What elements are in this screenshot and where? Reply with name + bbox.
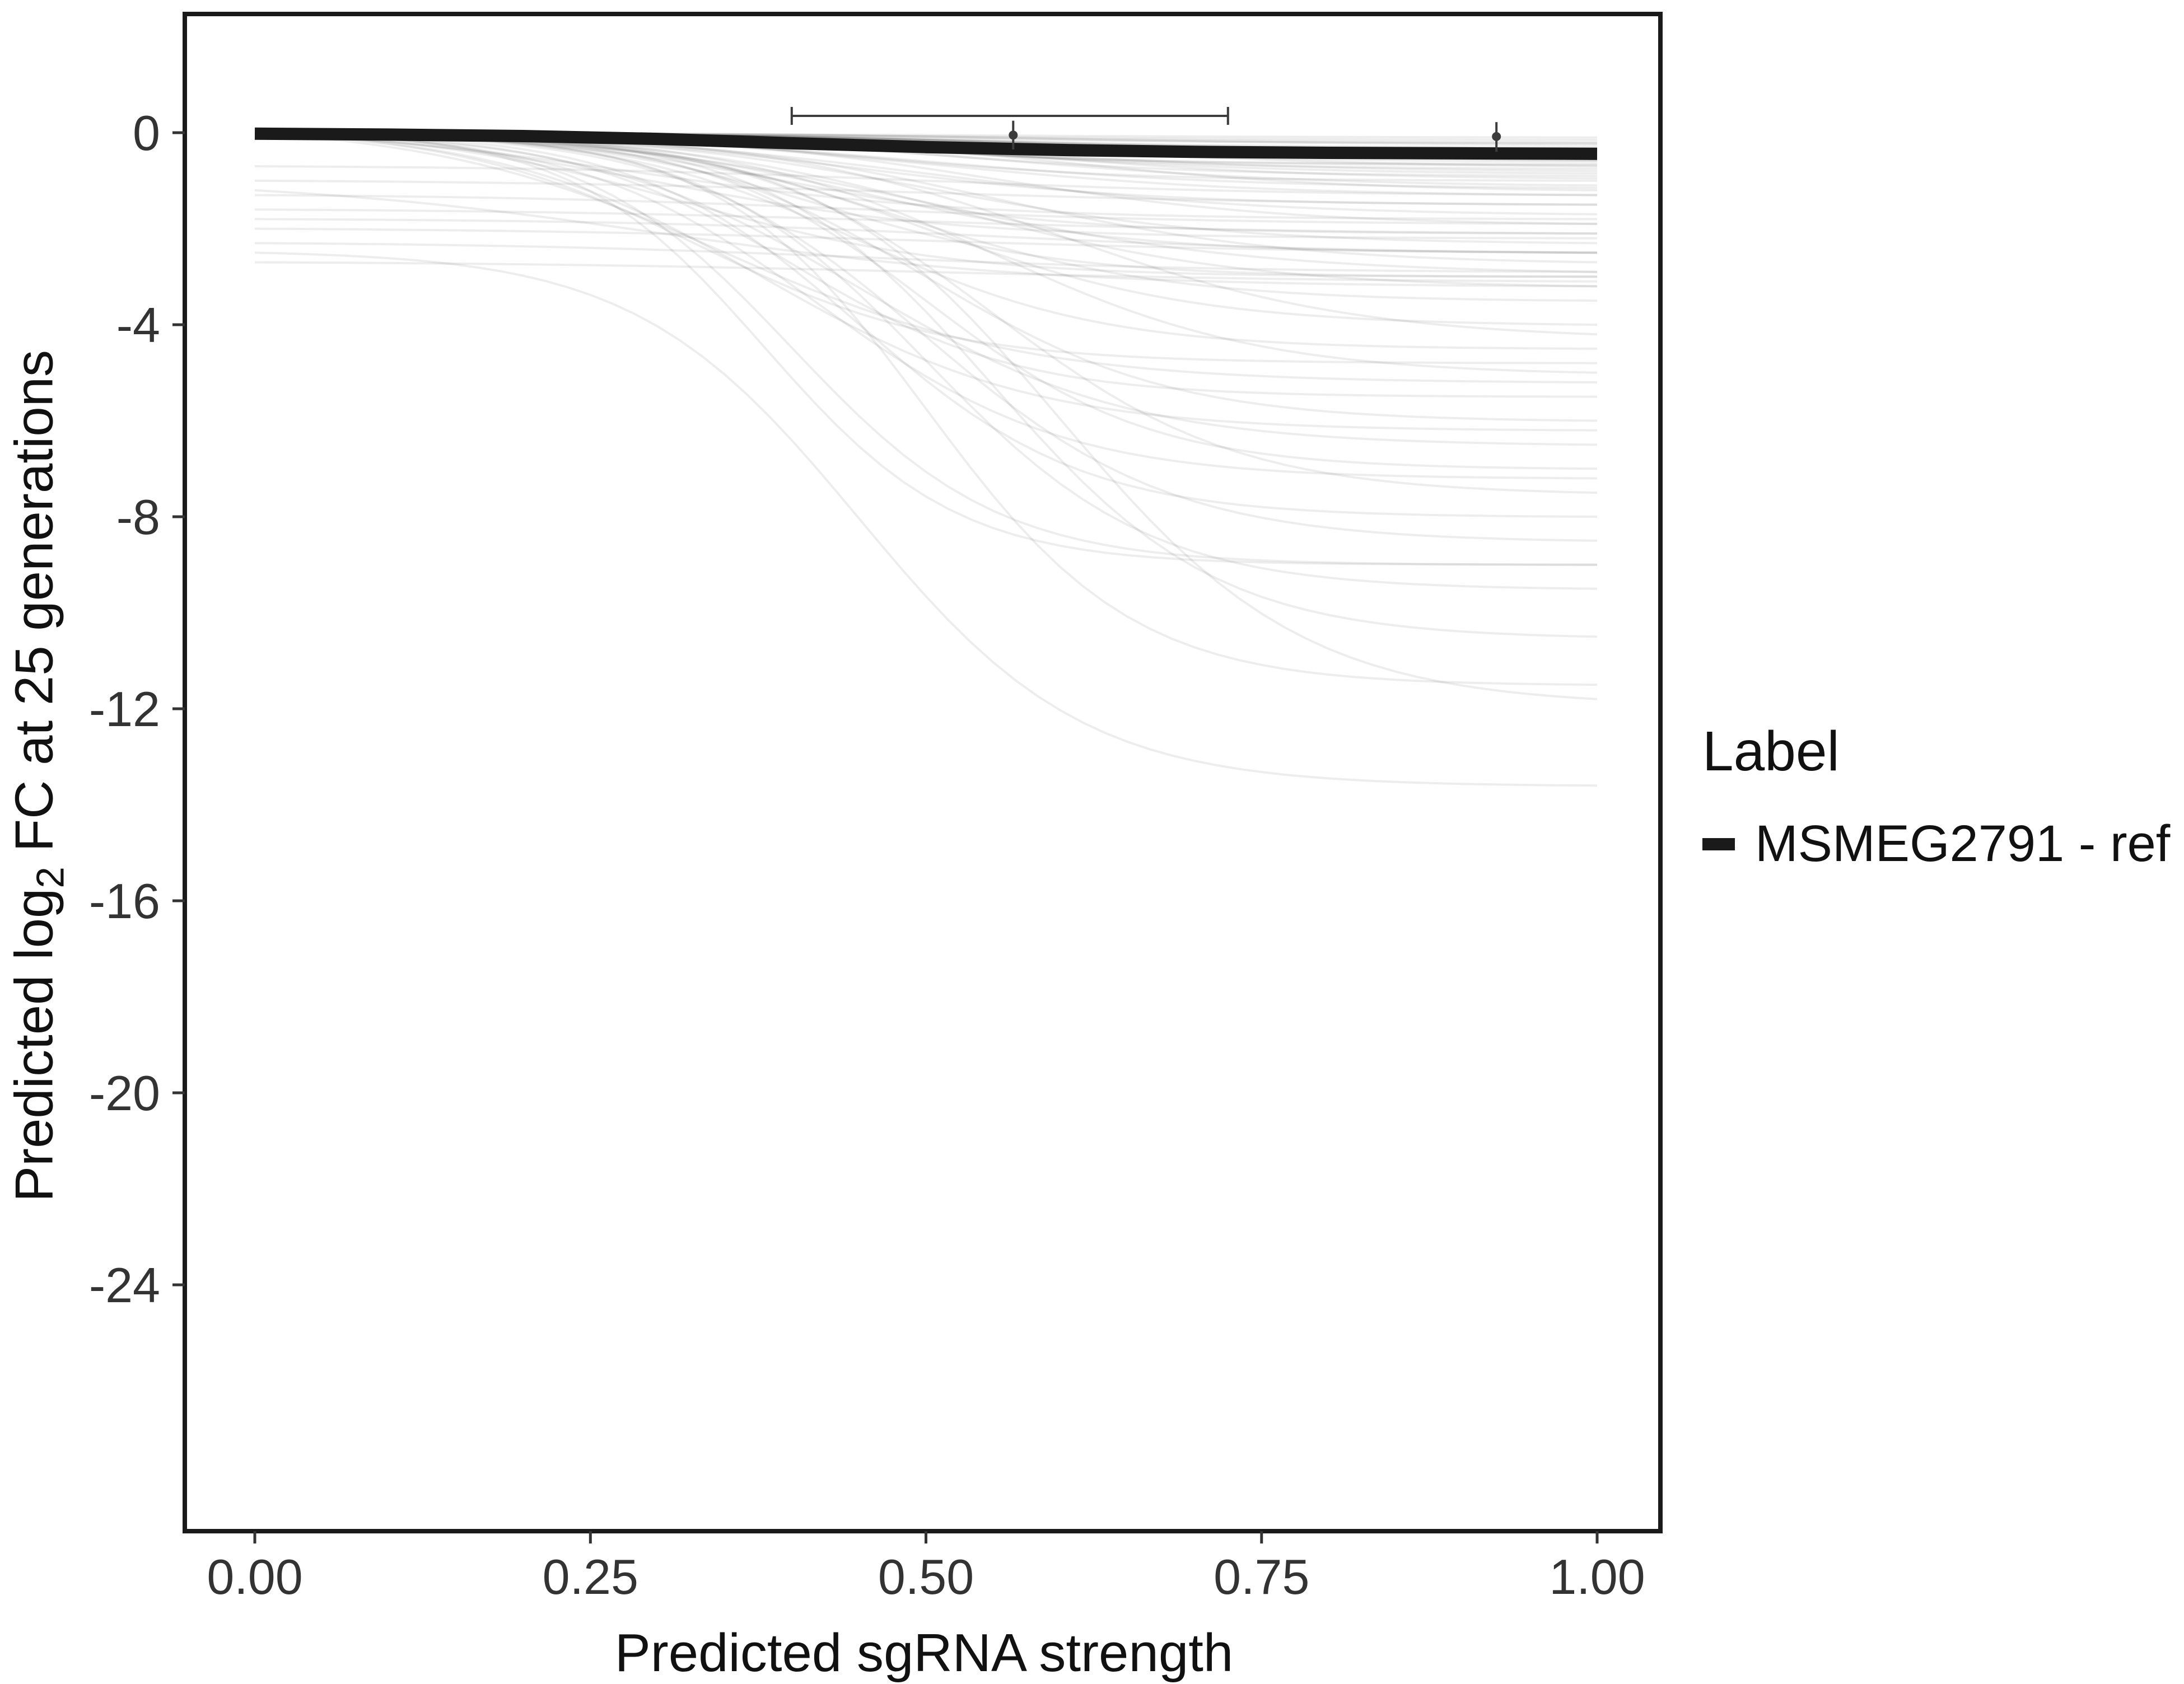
legend-entry-label: MSMEG2791 - ref	[1755, 815, 2171, 872]
y-tick-label: -24	[89, 1257, 160, 1313]
y-tick-label: -16	[89, 873, 160, 929]
x-tick-label: 0.25	[543, 1549, 638, 1605]
y-tick-label: -4	[116, 297, 160, 353]
y-axis-title-subscript: 2	[28, 867, 72, 888]
x-tick-label: 0.75	[1214, 1549, 1309, 1605]
y-axis-title-text: Predicted log	[4, 888, 64, 1202]
y-axis-title-text-2: FC at 25 generations	[4, 350, 64, 867]
y-tick-label: -8	[116, 489, 160, 545]
y-tick-label: -20	[89, 1065, 160, 1121]
x-tick-label: 1.00	[1549, 1549, 1645, 1605]
y-tick-label: -12	[89, 681, 160, 737]
legend-title: Label	[1702, 720, 1840, 783]
x-tick-label: 0.00	[207, 1549, 302, 1605]
pointrange	[1492, 122, 1501, 152]
legend-entry: MSMEG2791 - ref	[1702, 815, 2170, 873]
x-axis-title: Predicted sgRNA strength	[614, 1623, 1234, 1683]
highlight-line	[254, 127, 1598, 160]
y-axis-title: Predicted log2 FC at 25 generations	[3, 350, 72, 1202]
pointrange	[790, 107, 1229, 149]
panel-border	[183, 12, 1663, 1533]
legend: Label MSMEG2791 - ref	[1702, 719, 2170, 873]
y-tick-label: 0	[133, 105, 160, 161]
x-tick-label: 0.50	[878, 1549, 974, 1605]
legend-key-line-icon	[1702, 838, 1735, 850]
